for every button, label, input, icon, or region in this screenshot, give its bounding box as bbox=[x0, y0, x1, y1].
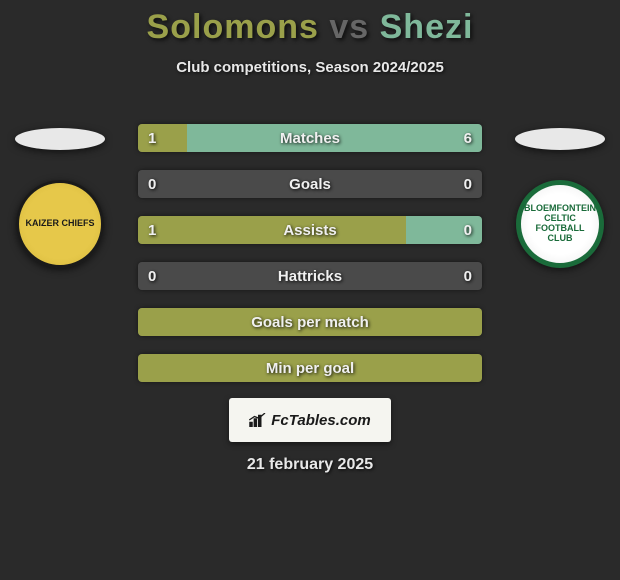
chart-icon bbox=[249, 413, 267, 427]
stat-row: Matches1 6 bbox=[138, 124, 482, 152]
player2-column: BLOEMFONTEIN CELTIC FOOTBALL CLUB bbox=[510, 128, 610, 268]
stat-value-right: 0 bbox=[454, 216, 482, 244]
stats-panel: Matches16Goals00Assists10Hattricks00Goal… bbox=[138, 124, 482, 382]
stat-label: Assists bbox=[138, 216, 482, 244]
branding-badge: FcTables.com bbox=[229, 398, 391, 442]
comparison-title: Solomons vs Shezi bbox=[0, 0, 620, 47]
stat-value-left: 0 bbox=[138, 170, 166, 198]
stat-row: Goals per match bbox=[138, 308, 482, 336]
crest-text: KAIZER CHIEFS bbox=[21, 215, 98, 233]
stat-row: Goals0 0 bbox=[138, 170, 482, 198]
stat-row: Min per goal bbox=[138, 354, 482, 382]
player2-portrait bbox=[515, 128, 605, 150]
stat-row: Assists1 0 bbox=[138, 216, 482, 244]
stat-label: Goals bbox=[138, 170, 482, 198]
stat-value-right: 0 bbox=[454, 262, 482, 290]
stat-label: Matches bbox=[138, 124, 482, 152]
date-text: 21 february 2025 bbox=[0, 456, 620, 474]
player1-name: Solomons bbox=[147, 8, 319, 46]
stat-value-left: 0 bbox=[138, 262, 166, 290]
stat-label: Hattricks bbox=[138, 262, 482, 290]
crest-text: BLOEMFONTEIN CELTIC FOOTBALL CLUB bbox=[520, 200, 600, 248]
player1-column: KAIZER CHIEFS bbox=[10, 128, 110, 268]
subtitle: Club competitions, Season 2024/2025 bbox=[0, 59, 620, 76]
branding-text: FcTables.com bbox=[271, 412, 370, 429]
player2-club-crest: BLOEMFONTEIN CELTIC FOOTBALL CLUB bbox=[516, 180, 604, 268]
stat-label: Goals per match bbox=[138, 308, 482, 336]
stat-value-right: 6 bbox=[454, 124, 482, 152]
title-vs: vs bbox=[329, 8, 369, 46]
stat-value-right: 0 bbox=[454, 170, 482, 198]
player1-club-crest: KAIZER CHIEFS bbox=[16, 180, 104, 268]
player2-name: Shezi bbox=[380, 8, 474, 46]
stat-label: Min per goal bbox=[138, 354, 482, 382]
player1-portrait bbox=[15, 128, 105, 150]
stat-value-left: 1 bbox=[138, 124, 166, 152]
stat-row: Hattricks0 0 bbox=[138, 262, 482, 290]
stat-value-left: 1 bbox=[138, 216, 166, 244]
